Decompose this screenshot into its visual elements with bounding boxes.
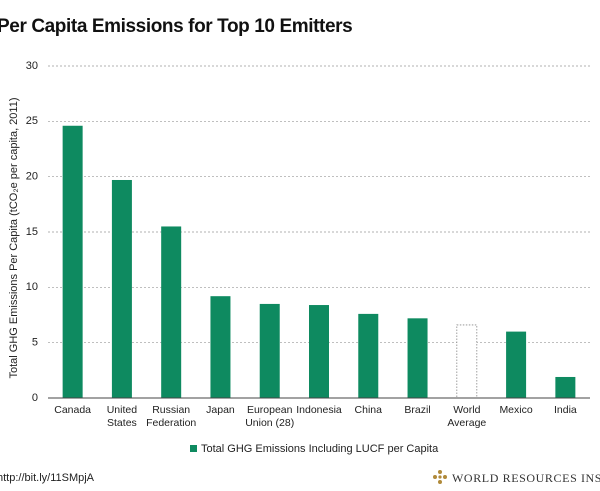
- legend-label: Total GHG Emissions Including LUCF per C…: [201, 443, 439, 455]
- legend-swatch: [190, 445, 197, 452]
- bar: [309, 305, 329, 398]
- x-tick-label: China: [354, 404, 382, 416]
- bar: [555, 376, 576, 398]
- y-tick-label: 20: [26, 171, 38, 183]
- x-tick-label: European Union (28): [245, 404, 295, 429]
- bar: [62, 125, 83, 398]
- x-tick-label: Brazil: [404, 404, 431, 416]
- y-tick-label: 5: [32, 337, 38, 349]
- x-tick-label: Indonesia: [296, 404, 342, 416]
- y-tick-label: 0: [32, 392, 38, 404]
- bar: [358, 313, 379, 398]
- x-tick-label: World Average: [447, 404, 487, 429]
- x-tick-label: Canada: [54, 404, 92, 416]
- x-tick-label: United States: [106, 404, 138, 429]
- bar: [506, 331, 527, 398]
- bar: [259, 303, 280, 398]
- bar: [407, 318, 428, 398]
- y-tick-label: 30: [26, 60, 38, 72]
- bar: [111, 179, 132, 398]
- source-link: http://bit.ly/11SMpjA: [0, 472, 95, 484]
- bar: [210, 296, 231, 398]
- organization: WORLD RESOURCES INST: [452, 471, 600, 485]
- x-tick-label: Mexico: [499, 404, 533, 416]
- y-tick-label: 25: [26, 115, 38, 127]
- chart-title: Per Capita Emissions for Top 10 Emitters: [0, 16, 353, 37]
- bar: [456, 324, 478, 399]
- x-tick-label: Japan: [206, 404, 235, 416]
- y-tick-label: 10: [26, 281, 38, 293]
- x-tick-label: India: [553, 404, 577, 416]
- org-logo: [433, 470, 447, 484]
- legend: Total GHG Emissions Including LUCF per C…: [190, 443, 438, 455]
- bar: [161, 226, 182, 398]
- y-tick-label: 15: [26, 226, 38, 238]
- x-tick-label: Russian Federation: [146, 404, 197, 429]
